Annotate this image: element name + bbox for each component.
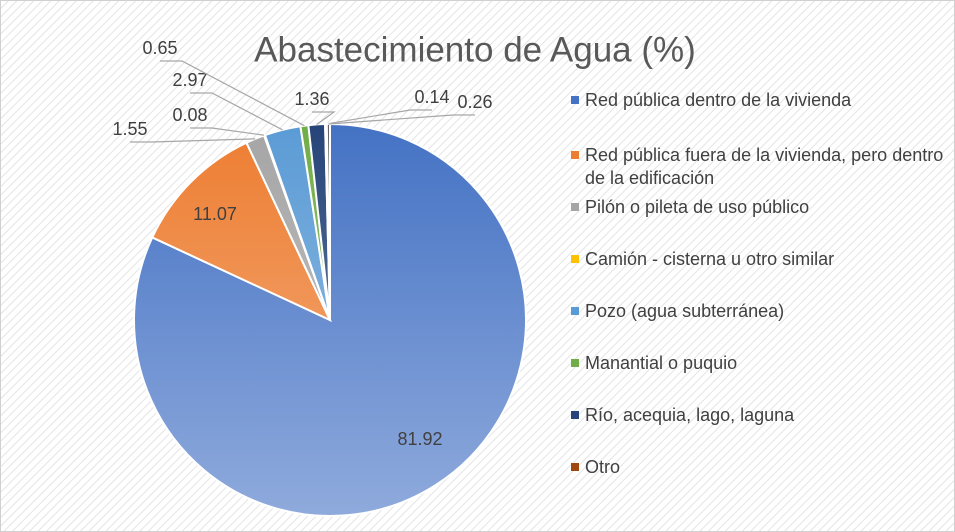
data-label: 0.26 bbox=[457, 92, 492, 112]
legend-label: Otro bbox=[585, 457, 621, 477]
leader-line bbox=[160, 60, 305, 127]
legend-label: Río, acequia, lago, laguna bbox=[585, 405, 795, 425]
legend-label: Camión - cisterna u otro similar bbox=[585, 249, 835, 269]
leader-line bbox=[130, 138, 256, 143]
legend-entry: Río, acequia, lago, laguna bbox=[571, 404, 950, 427]
legend-label: Manantial o puquio bbox=[585, 353, 738, 373]
legend-swatch bbox=[571, 411, 579, 419]
legend-swatch bbox=[571, 203, 579, 211]
legend-entry: Manantial o puquio bbox=[571, 352, 950, 375]
legend-label: Pilón o pileta de uso público bbox=[585, 197, 810, 217]
legend-entry: Camión - cisterna u otro similar bbox=[571, 248, 950, 271]
legend-swatch bbox=[571, 463, 579, 471]
leader-line bbox=[190, 92, 283, 131]
data-label: 81.92 bbox=[397, 429, 442, 449]
legend-entry: Red pública fuera de la vivienda, pero d… bbox=[571, 144, 950, 190]
data-label: 11.07 bbox=[193, 204, 237, 224]
data-label: 1.36 bbox=[294, 89, 329, 109]
legend-label: Pozo (agua subterránea) bbox=[585, 301, 785, 321]
legend-swatch bbox=[571, 151, 579, 159]
chart-title: Abastecimiento de Agua (%) bbox=[254, 30, 696, 69]
leader-line bbox=[312, 111, 336, 125]
leader-line bbox=[190, 127, 265, 136]
legend-entry: Pilón o pileta de uso público bbox=[571, 196, 950, 219]
data-label: 0.14 bbox=[414, 87, 449, 107]
legend-label: Red pública dentro de la vivienda bbox=[585, 90, 852, 110]
data-label: 2.97 bbox=[172, 70, 207, 90]
data-label: 0.65 bbox=[142, 38, 177, 58]
legend-label: Red pública fuera de la vivienda, pero d… bbox=[585, 145, 944, 188]
legend-swatch bbox=[571, 96, 579, 104]
legend-entry: Red pública dentro de la vivienda bbox=[571, 89, 950, 112]
pie-slice bbox=[150, 141, 333, 323]
leader-line bbox=[325, 109, 432, 125]
legend-swatch bbox=[571, 255, 579, 263]
leader-line bbox=[328, 114, 475, 125]
data-label: 0.08 bbox=[172, 105, 207, 125]
legend-swatch bbox=[571, 307, 579, 315]
data-label: 1.55 bbox=[112, 119, 147, 139]
legend-swatch bbox=[571, 359, 579, 367]
legend-entry: Otro bbox=[571, 456, 950, 479]
legend-entry: Pozo (agua subterránea) bbox=[571, 300, 950, 323]
